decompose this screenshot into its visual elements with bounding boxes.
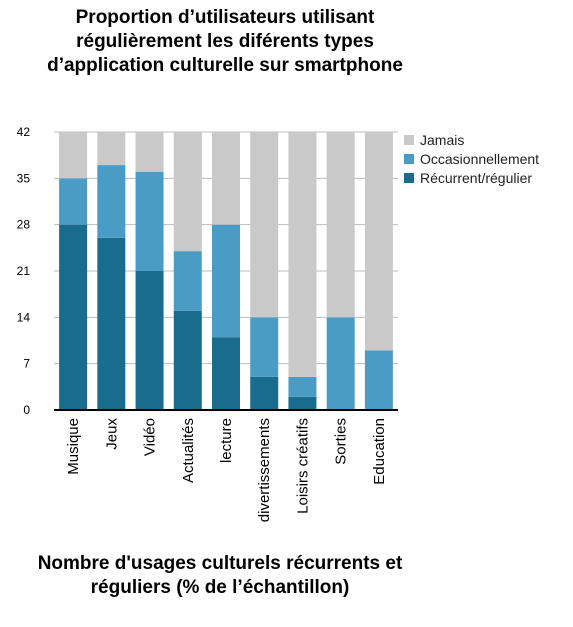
legend-label: Jamais [420,132,464,148]
bar-segment [288,132,317,377]
x-tick-label: Jeux [103,418,120,450]
x-tick-label: divertissements [256,418,273,522]
bar-segment [97,132,126,166]
bar-segment [59,224,88,410]
x-tick-label: lecture [218,418,235,463]
bar-segment [250,132,279,318]
bar-segment [288,396,317,410]
y-tick-label: 21 [17,264,31,278]
bar-segment [326,317,355,410]
bar-segment [135,171,164,271]
x-axis-label: Nombre d'usages culturels récurrents et … [37,553,403,598]
x-tick-label: Loisirs créatifs [294,418,311,514]
bar-segment [59,178,88,225]
bar-segment [135,271,164,410]
x-tick-label: Education [371,418,388,485]
legend-swatch [404,154,414,164]
bar-segment [173,310,202,410]
bar-segment [97,237,126,410]
legend-swatch [404,135,414,145]
legend-label: Récurrent/régulier [420,170,532,186]
legend-swatch [404,173,414,183]
bar-segment [173,132,202,252]
x-tick-label: Actualités [180,418,197,483]
bar-segment [97,165,126,238]
bar-segment [364,350,393,410]
x-tick-label: Vidéo [142,418,159,456]
y-tick-label: 14 [17,310,31,324]
bar-segment [212,132,240,225]
bar-segment [364,132,393,351]
x-tick-label: Sorties [333,418,350,465]
y-tick-label: 35 [17,171,31,185]
bar-segment [59,132,88,179]
y-tick-label: 7 [23,357,30,371]
bar-segment [250,317,279,377]
bar-segment [288,376,317,397]
x-tick-label: Musique [65,418,82,475]
legend-label: Occasionnellement [420,151,539,167]
y-tick-label: 0 [23,403,30,417]
bar-segment [212,224,240,338]
bar-segment [135,132,164,172]
bar-segment [250,376,279,410]
bar-segment [212,337,240,410]
y-tick-label: 42 [17,125,31,139]
chart-title: Proportion d’utilisateurs utilisant régu… [47,7,403,76]
y-tick-label: 28 [17,218,31,232]
bar-segment [326,132,355,318]
bar-segment [173,251,202,311]
